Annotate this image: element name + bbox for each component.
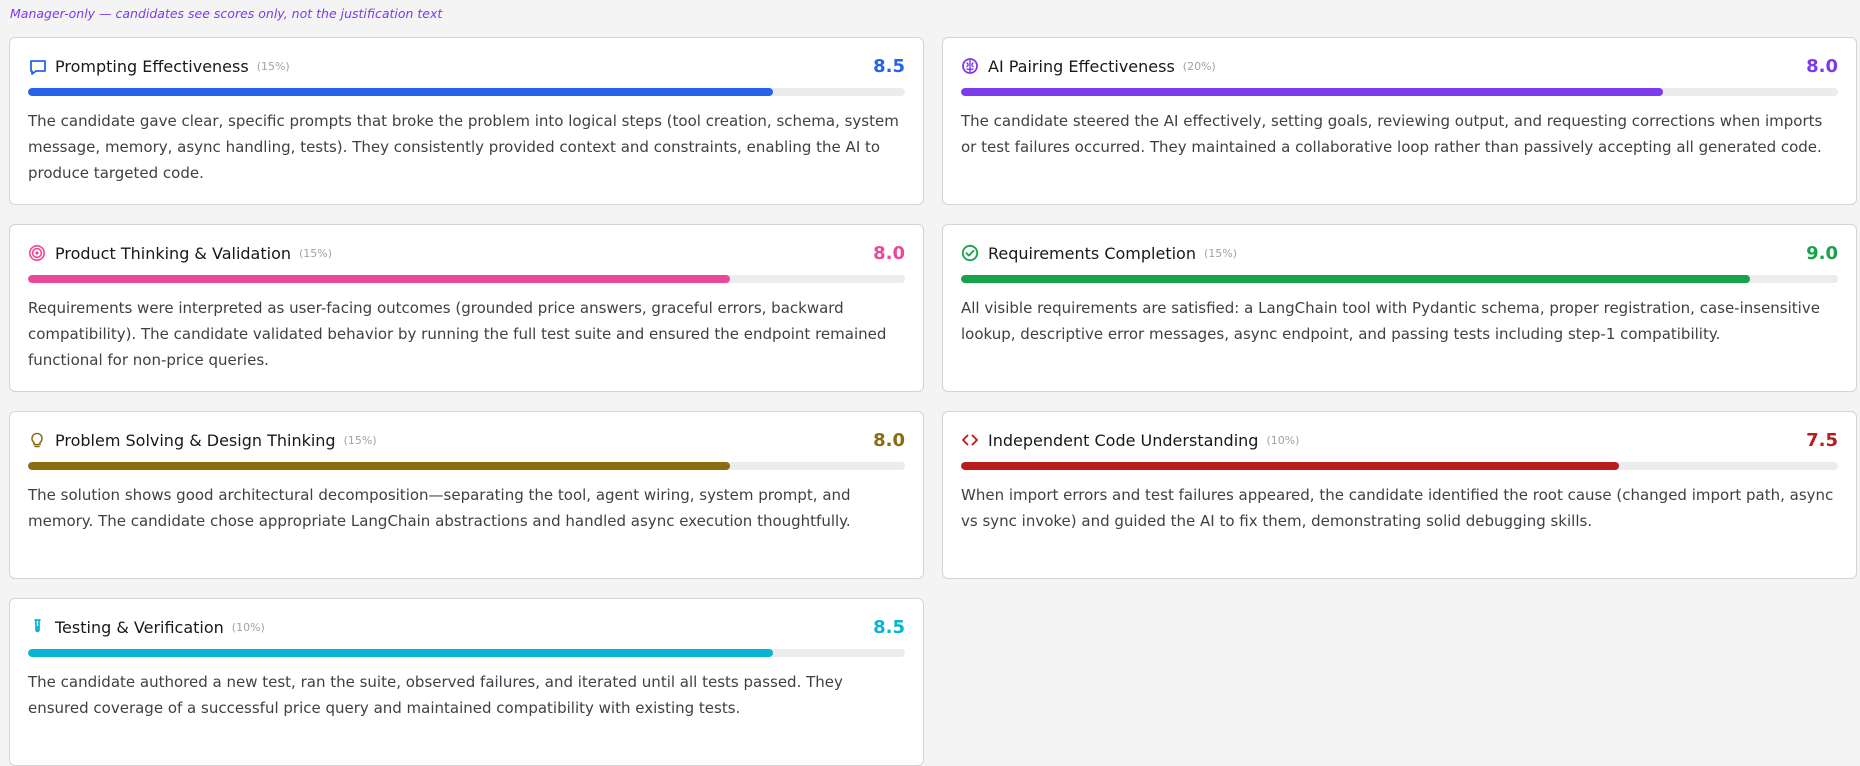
score-bar-track [961,462,1838,470]
score-card-product-thinking-validation: Product Thinking & Validation (15%) 8.0 … [9,224,924,392]
card-header: Problem Solving & Design Thinking (15%) … [28,428,905,452]
card-header: Product Thinking & Validation (15%) 8.0 [28,241,905,265]
score-card-requirements-completion: Requirements Completion (15%) 9.0 All vi… [942,224,1857,392]
card-title: Independent Code Understanding [988,430,1259,450]
card-title: Requirements Completion [988,243,1196,263]
score-card-ai-pairing-effectiveness: AI Pairing Effectiveness (20%) 8.0 The c… [942,37,1857,205]
check-circle-icon [961,244,979,262]
justification-text: Requirements were interpreted as user-fa… [28,299,887,369]
score-bar-fill [28,462,730,470]
card-header: Independent Code Understanding (10%) 7.5 [961,428,1838,452]
score-bar-track [28,275,905,283]
card-header: AI Pairing Effectiveness (20%) 8.0 [961,54,1838,78]
lightbulb-icon [28,431,46,449]
score-bar-fill [28,649,774,657]
score-bar-track [961,88,1838,96]
card-score: 7.5 [1806,429,1838,451]
test-tube-icon [28,618,46,636]
card-score: 8.0 [873,429,905,451]
score-bar-fill [961,275,1751,283]
card-score: 8.0 [873,242,905,264]
card-weight: (15%) [256,59,290,73]
score-bar-fill [961,462,1619,470]
brain-icon [961,57,979,75]
justification-text: The candidate authored a new test, ran t… [28,673,843,717]
card-weight: (10%) [1266,433,1300,447]
score-bar-track [28,88,905,96]
code-icon [961,431,979,449]
card-weight: (15%) [299,246,333,260]
card-score: 9.0 [1806,242,1838,264]
card-score: 8.5 [873,616,905,638]
card-header: Prompting Effectiveness (15%) 8.5 [28,54,905,78]
justification-text: The candidate steered the AI effectively… [961,112,1823,156]
justification-text: All visible requirements are satisfied: … [961,299,1820,343]
card-title: Prompting Effectiveness [55,56,249,76]
score-card-independent-code-understanding: Independent Code Understanding (10%) 7.5… [942,411,1857,579]
justification-text: The solution shows good architectural de… [28,486,851,530]
card-title: Product Thinking & Validation [55,243,291,263]
target-icon [28,244,46,262]
card-weight: (20%) [1182,59,1216,73]
score-bar-fill [28,88,774,96]
score-bar-track [28,462,905,470]
manager-only-notice: Manager-only — candidates see scores onl… [10,6,443,21]
justification-text: The candidate gave clear, specific promp… [28,112,899,182]
score-bar-fill [28,275,730,283]
score-bar-fill [961,88,1663,96]
score-card-grid: Prompting Effectiveness (15%) 8.5 The ca… [9,37,1857,766]
card-weight: (15%) [1203,246,1238,260]
card-weight: (10%) [231,620,265,634]
card-header: Requirements Completion (15%) 9.0 [961,241,1838,265]
card-header: Testing & Verification (10%) 8.5 [28,615,905,639]
score-card-testing-verification: Testing & Verification (10%) 8.5 The can… [9,598,924,766]
score-card-problem-solving-design-thinking: Problem Solving & Design Thinking (15%) … [9,411,924,579]
justification-text: When import errors and test failures app… [961,486,1834,530]
card-weight: (15%) [343,433,377,447]
card-score: 8.5 [873,55,905,77]
score-card-prompting-effectiveness: Prompting Effectiveness (15%) 8.5 The ca… [9,37,924,205]
card-title: AI Pairing Effectiveness [988,56,1175,76]
score-bar-track [28,649,905,657]
card-title: Problem Solving & Design Thinking [55,430,336,450]
score-bar-track [961,275,1838,283]
card-score: 8.0 [1806,55,1838,77]
card-title: Testing & Verification [55,617,224,637]
chat-bubble-icon [28,57,46,75]
